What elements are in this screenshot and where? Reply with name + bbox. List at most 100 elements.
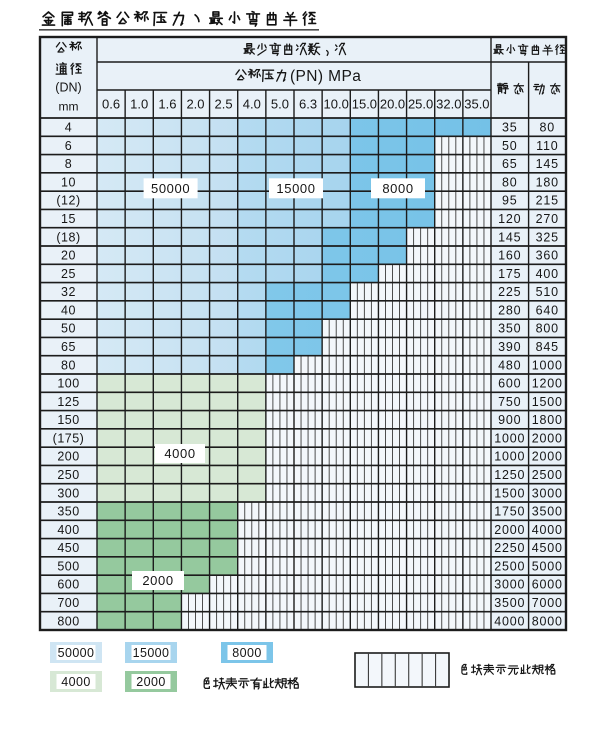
svg-text:3000: 3000 [494, 578, 525, 592]
svg-text:150: 150 [57, 413, 79, 427]
svg-text:95: 95 [502, 194, 518, 208]
svg-text:1000: 1000 [494, 431, 525, 445]
svg-text:8000: 8000 [232, 646, 261, 660]
svg-text:2.0: 2.0 [186, 97, 204, 112]
svg-text:1750: 1750 [494, 505, 525, 519]
svg-text:400: 400 [536, 267, 559, 281]
svg-text:25.0: 25.0 [408, 97, 433, 112]
svg-text:2000: 2000 [494, 523, 525, 537]
svg-text:145: 145 [498, 230, 521, 244]
svg-text:145: 145 [536, 157, 559, 171]
svg-text:15000: 15000 [133, 646, 170, 660]
svg-text:510: 510 [536, 285, 559, 299]
svg-text:35: 35 [502, 121, 518, 135]
svg-text:(18): (18) [56, 230, 80, 244]
svg-text:8000: 8000 [382, 181, 413, 196]
svg-text:120: 120 [498, 212, 521, 226]
svg-text:2.5: 2.5 [215, 97, 233, 112]
svg-text:7000: 7000 [532, 596, 563, 610]
svg-text:500: 500 [57, 559, 79, 573]
svg-text:350: 350 [498, 322, 521, 336]
svg-text:6000: 6000 [532, 578, 563, 592]
svg-text:400: 400 [57, 523, 79, 537]
svg-text:2250: 2250 [494, 541, 525, 555]
svg-text:360: 360 [536, 249, 559, 263]
svg-text:4500: 4500 [532, 541, 563, 555]
svg-text:(12): (12) [56, 194, 80, 208]
svg-text:600: 600 [57, 578, 79, 592]
svg-text:65: 65 [61, 340, 76, 354]
svg-text:20: 20 [61, 249, 76, 263]
svg-text:845: 845 [536, 340, 559, 354]
svg-text:325: 325 [536, 230, 559, 244]
svg-text:65: 65 [502, 157, 518, 171]
svg-text:4.0: 4.0 [243, 97, 261, 112]
svg-text:50000: 50000 [58, 646, 95, 660]
svg-text:10: 10 [61, 175, 76, 189]
svg-text:3500: 3500 [494, 596, 525, 610]
svg-text:80: 80 [502, 175, 518, 189]
svg-text:900: 900 [498, 413, 521, 427]
svg-text:3500: 3500 [532, 505, 563, 519]
svg-text:2000: 2000 [532, 450, 563, 464]
svg-text:4: 4 [65, 121, 72, 135]
svg-text:15: 15 [61, 212, 76, 226]
svg-text:4000: 4000 [494, 614, 525, 628]
svg-text:15000: 15000 [276, 181, 315, 196]
svg-text:1000: 1000 [494, 450, 525, 464]
svg-text:2000: 2000 [532, 431, 563, 445]
svg-text:15.0: 15.0 [352, 97, 377, 112]
svg-text:480: 480 [498, 358, 521, 372]
svg-text:160: 160 [498, 249, 521, 263]
svg-text:350: 350 [57, 505, 79, 519]
svg-text:110: 110 [536, 139, 558, 153]
svg-text:800: 800 [536, 322, 559, 336]
svg-text:3000: 3000 [532, 486, 563, 500]
svg-text:50: 50 [61, 322, 76, 336]
svg-text:2500: 2500 [494, 559, 525, 573]
svg-text:10.0: 10.0 [324, 97, 349, 112]
svg-text:5000: 5000 [532, 559, 563, 573]
svg-text:1800: 1800 [532, 413, 563, 427]
svg-text:20.0: 20.0 [380, 97, 405, 112]
svg-text:2000: 2000 [136, 675, 165, 689]
svg-text:0.6: 0.6 [102, 97, 120, 112]
svg-text:700: 700 [57, 596, 79, 610]
svg-text:280: 280 [498, 303, 521, 317]
svg-text:50000: 50000 [151, 181, 190, 196]
svg-text:4000: 4000 [532, 523, 563, 537]
svg-text:125: 125 [57, 395, 79, 409]
svg-text:450: 450 [57, 541, 79, 555]
svg-text:180: 180 [536, 175, 559, 189]
svg-text:32: 32 [61, 285, 76, 299]
svg-text:25: 25 [61, 267, 76, 281]
svg-text:1.6: 1.6 [158, 97, 176, 112]
svg-text:175: 175 [498, 267, 521, 281]
svg-text:8000: 8000 [532, 614, 563, 628]
svg-text:100: 100 [57, 377, 79, 391]
svg-text:2000: 2000 [142, 573, 173, 588]
svg-text:1.0: 1.0 [130, 97, 148, 112]
svg-text:40: 40 [61, 303, 76, 317]
svg-text:600: 600 [498, 377, 521, 391]
svg-text:80: 80 [61, 358, 76, 372]
svg-text:225: 225 [498, 285, 521, 299]
svg-text:32.0: 32.0 [436, 97, 461, 112]
svg-text:5.0: 5.0 [271, 97, 289, 112]
svg-text:1200: 1200 [532, 377, 563, 391]
svg-text:1500: 1500 [494, 486, 525, 500]
svg-text:8: 8 [65, 157, 72, 171]
svg-text:300: 300 [57, 486, 79, 500]
svg-text:(PN) MPa: (PN) MPa [290, 68, 361, 85]
svg-text:4000: 4000 [61, 675, 90, 689]
svg-text:270: 270 [536, 212, 559, 226]
svg-text:mm: mm [59, 100, 79, 114]
svg-text:6.3: 6.3 [299, 97, 317, 112]
svg-text:35.0: 35.0 [464, 97, 489, 112]
svg-text:4000: 4000 [164, 446, 195, 461]
svg-text:2500: 2500 [532, 468, 563, 482]
svg-text:750: 750 [498, 395, 521, 409]
svg-text:800: 800 [57, 614, 79, 628]
svg-text:1250: 1250 [494, 468, 525, 482]
svg-text:215: 215 [536, 194, 559, 208]
